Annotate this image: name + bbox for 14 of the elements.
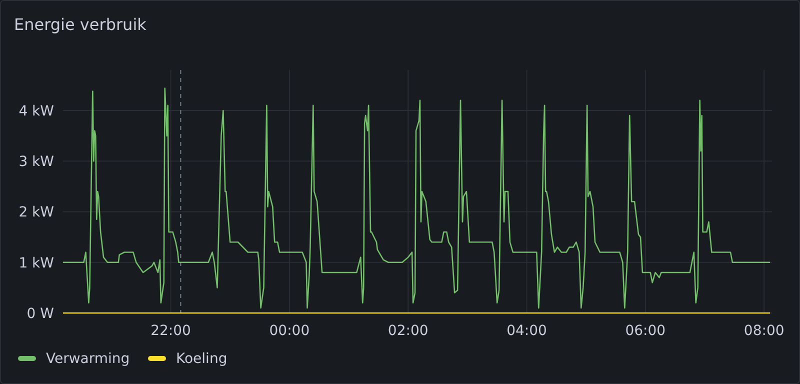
x-tick-label: 04:00 [506,323,547,339]
x-tick-label: 08:00 [744,323,784,339]
x-tick-label: 06:00 [625,323,666,339]
legend-label: Verwarming [46,350,130,367]
legend-label: Koeling [176,350,228,367]
x-tick-label: 22:00 [150,323,191,339]
y-tick-label: 2 kW [18,204,54,221]
x-tick-label: 00:00 [269,323,310,339]
y-tick-label: 3 kW [18,154,54,170]
y-tick-label: 0 W [26,306,54,322]
y-tick-label: 4 kW [18,103,54,120]
x-tick-label: 02:00 [388,323,428,339]
y-tick-label: 1 kW [18,255,54,272]
chart-title: Energie verbruik [14,15,148,34]
